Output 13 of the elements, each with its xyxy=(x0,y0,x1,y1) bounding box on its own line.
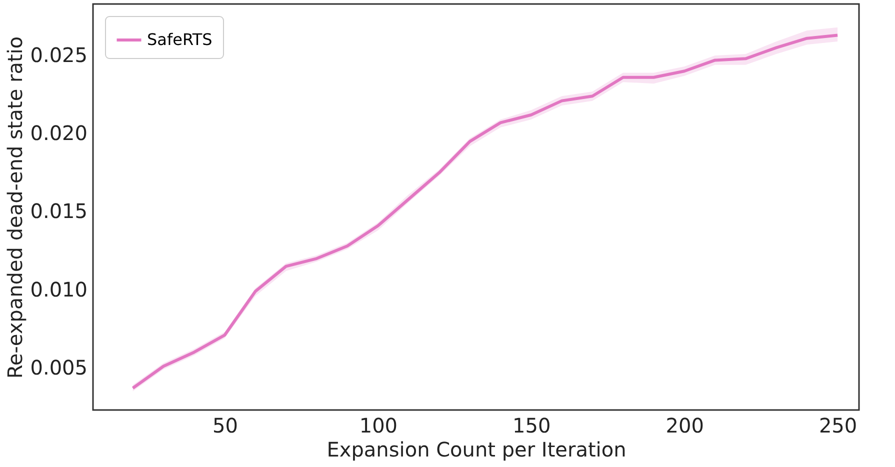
x-tick-label: 100 xyxy=(359,414,398,438)
y-tick-label: 0.005 xyxy=(30,355,88,380)
legend-label: SafeRTS xyxy=(147,30,212,49)
x-tick-label: 200 xyxy=(666,414,704,438)
y-tick-label: 0.020 xyxy=(30,121,88,146)
y-tick-label: 0.025 xyxy=(30,43,88,68)
x-tick-label: 50 xyxy=(212,414,238,438)
y-tick-label: 0.015 xyxy=(30,199,88,224)
x-tick-label: 150 xyxy=(512,414,551,438)
x-axis-title: Expansion Count per Iteration xyxy=(326,438,626,462)
y-tick-label: 0.010 xyxy=(30,277,88,302)
y-axis-title: Re-expanded dead-end state ratio xyxy=(3,36,28,379)
x-tick-label: 250 xyxy=(818,414,858,438)
